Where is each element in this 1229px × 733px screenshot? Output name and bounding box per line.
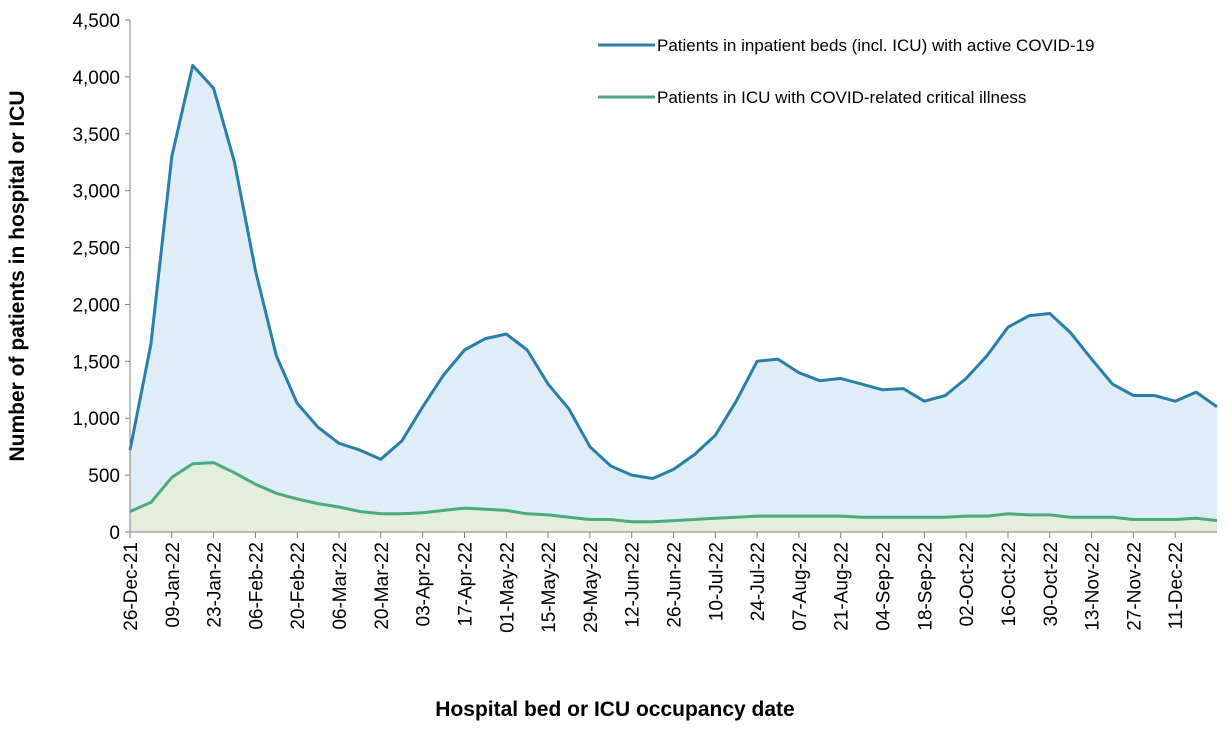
area <box>130 65 1217 532</box>
line <box>128 64 1218 480</box>
x-tick-label: 17-Apr-22 <box>455 542 476 627</box>
x-tick-label: 09-Jan-22 <box>163 542 184 628</box>
y-axis-label: Number of patients in hospital or ICU <box>6 90 29 461</box>
x-tick-label: 21-Aug-22 <box>832 542 853 631</box>
x-tick-label: 27-Nov-22 <box>1124 542 1145 631</box>
x-tick-label: 11-Dec-22 <box>1166 542 1187 629</box>
y-tick-label: 4,500 <box>72 11 120 32</box>
x-tick-label: 29-May-22 <box>581 542 602 633</box>
x-tick-label: 04-Sep-22 <box>874 542 895 631</box>
x-tick-label: 15-May-22 <box>539 542 560 633</box>
y-tick-label: 500 <box>88 466 120 487</box>
x-tick-label: 26-Dec-21 <box>121 542 142 631</box>
x-tick-label: 23-Jan-22 <box>205 542 226 628</box>
legend-label: Patients in inpatient beds (incl. ICU) w… <box>657 36 1094 55</box>
y-tick-label: 3,500 <box>72 125 120 146</box>
x-tick-label: 20-Mar-22 <box>372 542 393 630</box>
x-tick-label: 01-May-22 <box>497 542 518 633</box>
x-tick-label: 06-Feb-22 <box>246 542 267 630</box>
x-tick-label: 18-Sep-22 <box>915 542 936 631</box>
x-tick-label: 20-Feb-22 <box>288 542 309 630</box>
x-tick-label: 30-Oct-22 <box>1041 542 1062 626</box>
y-tick-label: 1,500 <box>72 352 120 373</box>
y-tick-label: 4,000 <box>72 68 120 89</box>
x-tick-label: 10-Jul-22 <box>706 542 727 621</box>
y-tick-label: 0 <box>109 523 120 544</box>
y-tick-label: 2,000 <box>72 295 120 316</box>
y-tick-label: 1,000 <box>72 409 120 430</box>
x-tick-label: 02-Oct-22 <box>957 542 978 626</box>
legend-label: Patients in ICU with COVID-related criti… <box>657 88 1026 107</box>
x-axis-label: Hospital bed or ICU occupancy date <box>435 698 794 721</box>
x-tick-label: 03-Apr-22 <box>414 542 435 627</box>
x-tick-label: 06-Mar-22 <box>330 542 351 630</box>
x-tick-label: 16-Oct-22 <box>999 542 1020 626</box>
x-tick-label: 24-Jul-22 <box>748 542 769 621</box>
line <box>129 461 1218 524</box>
y-tick-label: 2,500 <box>72 239 120 260</box>
x-tick-label: 13-Nov-22 <box>1083 542 1104 631</box>
y-tick-label: 3,000 <box>72 182 120 203</box>
x-tick-label: 12-Jun-22 <box>623 542 644 628</box>
x-tick-label: 07-Aug-22 <box>790 542 811 631</box>
x-tick-label: 26-Jun-22 <box>665 542 686 628</box>
